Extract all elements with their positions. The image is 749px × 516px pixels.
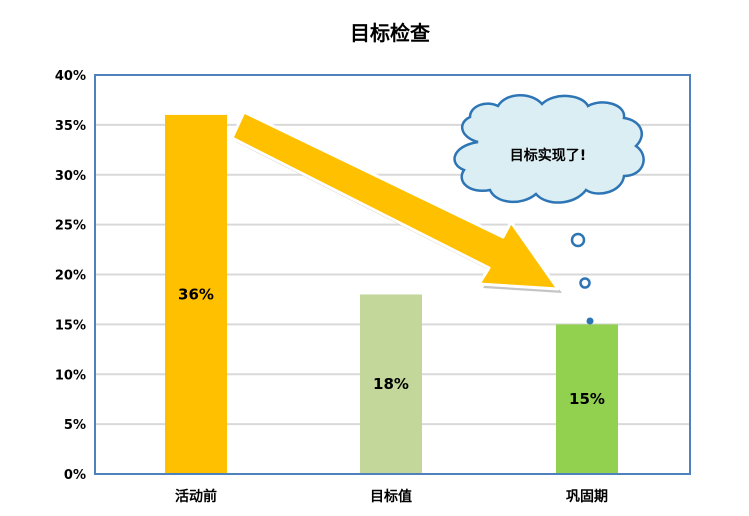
x-tick-label: 活动前	[175, 488, 217, 505]
thought-cloud-shape	[453, 94, 645, 204]
thought-cloud: 目标实现了!	[453, 94, 645, 325]
bar	[360, 294, 422, 474]
data-label: 18%	[373, 375, 409, 393]
x-axis-labels: 活动前 目标值 巩固期	[175, 488, 608, 505]
y-tick-label: 15%	[55, 318, 86, 333]
y-axis-ticks: 0% 5% 10% 15% 20% 25% 30% 35% 40%	[55, 69, 86, 483]
chart-title: 目标检查	[350, 21, 430, 45]
thought-bubble-large	[570, 232, 586, 248]
bar	[165, 114, 227, 475]
y-tick-label: 25%	[55, 219, 86, 234]
bar	[556, 324, 618, 474]
x-tick-label: 目标值	[370, 488, 412, 505]
y-tick-label: 30%	[55, 169, 86, 184]
y-tick-label: 0%	[64, 468, 86, 483]
y-tick-label: 5%	[64, 418, 86, 433]
y-tick-label: 35%	[55, 119, 86, 134]
trend-arrow-body	[230, 110, 560, 291]
trend-arrow	[230, 110, 562, 293]
y-tick-label: 40%	[55, 69, 86, 84]
thought-bubble-medium	[579, 277, 591, 289]
x-tick-label: 巩固期	[566, 489, 608, 505]
bars	[165, 114, 618, 475]
data-label: 15%	[569, 390, 605, 408]
data-label: 36%	[178, 285, 214, 303]
thought-bubble-small	[586, 317, 594, 325]
y-tick-label: 20%	[55, 269, 86, 284]
data-labels: 36% 18% 15%	[178, 285, 605, 408]
callout-text: 目标实现了!	[510, 147, 586, 164]
plot-area-border	[94, 74, 691, 475]
y-tick-label: 10%	[55, 368, 86, 383]
